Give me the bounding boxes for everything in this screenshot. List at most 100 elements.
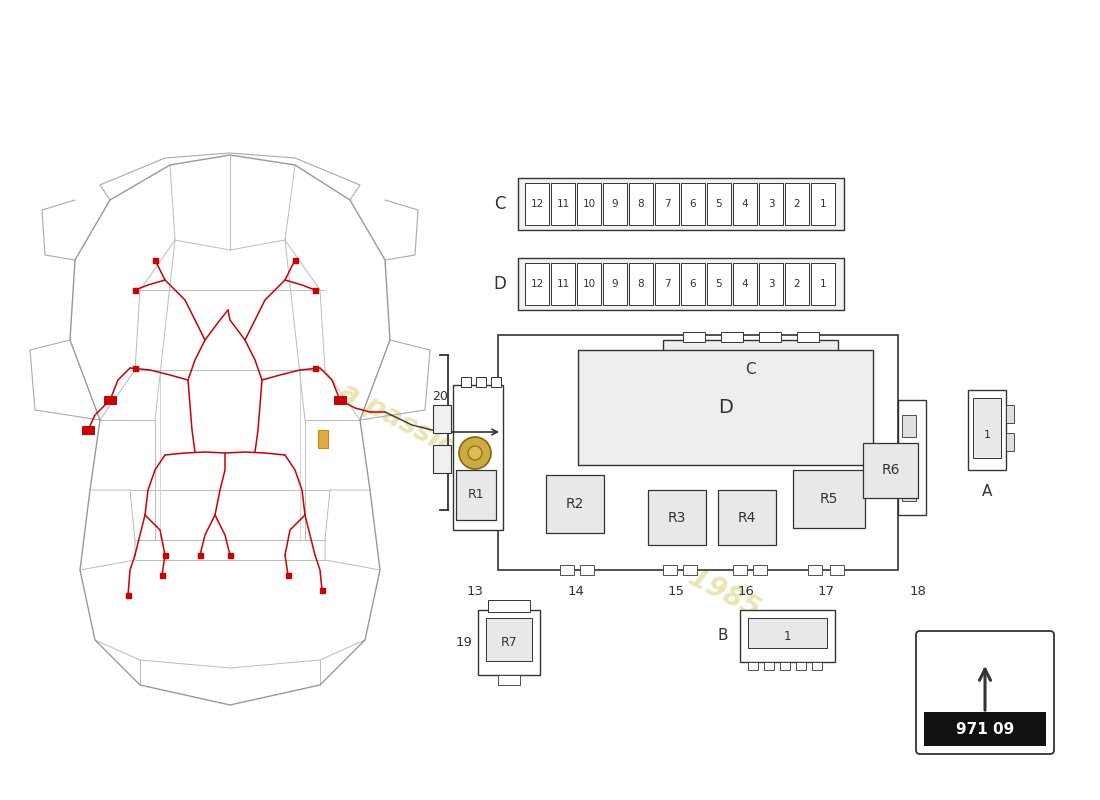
Bar [902,479,916,501]
Bar [518,178,844,230]
Bar [808,565,822,575]
Text: 19: 19 [455,636,472,649]
Bar [163,553,167,558]
Text: 3: 3 [768,199,774,209]
Bar [683,332,705,342]
Text: C: C [495,195,506,213]
Text: C: C [745,362,756,378]
Bar [132,366,138,370]
Text: 7: 7 [663,279,670,289]
Bar [681,263,705,305]
Text: 1: 1 [983,430,990,440]
Text: 9: 9 [612,199,618,209]
Bar [812,662,822,670]
Text: R1: R1 [468,489,484,502]
Bar [754,565,767,575]
Bar [518,258,844,310]
Bar [663,340,838,400]
Bar [125,593,131,598]
Bar [654,263,679,305]
Bar [560,565,574,575]
Text: 971 09: 971 09 [956,722,1014,737]
Text: 7: 7 [663,199,670,209]
Bar [488,600,530,612]
Bar [681,183,705,225]
Text: A: A [982,484,992,499]
Bar [902,415,916,437]
Bar [811,183,835,225]
Bar [578,183,601,225]
Text: 15: 15 [668,585,684,598]
Bar [974,398,1001,458]
Text: 10: 10 [582,199,595,209]
Bar [733,263,757,305]
Bar [578,263,601,305]
Text: 10: 10 [582,279,595,289]
Bar [498,675,520,685]
Bar [764,662,774,670]
Bar [748,618,827,648]
Bar [759,263,783,305]
Text: 18: 18 [910,585,926,598]
Bar [733,565,747,575]
Bar [319,587,324,593]
Bar [654,183,679,225]
Bar [759,332,781,342]
Text: 12: 12 [530,199,543,209]
Bar [334,396,346,404]
Text: 16: 16 [738,585,755,598]
Bar [796,662,806,670]
Bar [720,332,742,342]
Bar [160,573,165,578]
Bar [811,263,835,305]
Bar [603,263,627,305]
Bar [707,183,732,225]
Bar [491,377,501,387]
Bar [456,470,496,520]
FancyBboxPatch shape [916,631,1054,754]
Bar [486,618,532,661]
Bar [785,263,808,305]
Bar [228,553,232,558]
Text: 13: 13 [466,585,484,598]
Text: R7: R7 [500,636,517,649]
Bar [683,565,697,575]
Text: 1: 1 [820,199,826,209]
Text: B: B [717,629,728,643]
Bar [312,287,318,293]
Text: 8: 8 [638,279,645,289]
Circle shape [468,446,482,460]
Bar [1006,433,1014,451]
Text: 17: 17 [817,585,835,598]
Text: 6: 6 [690,279,696,289]
Bar [286,573,290,578]
Bar [748,662,758,670]
Text: 11: 11 [557,199,570,209]
Text: 4: 4 [741,279,748,289]
Bar [580,565,594,575]
Bar [476,377,486,387]
Text: 9: 9 [612,279,618,289]
Bar [453,385,503,530]
Bar [525,183,549,225]
Bar [603,183,627,225]
Text: a passion for parts since 1985: a passion for parts since 1985 [336,377,764,623]
Bar [551,263,575,305]
Text: D: D [718,398,733,417]
Bar [793,470,865,528]
Bar [759,183,783,225]
Text: D: D [493,275,506,293]
Text: 12: 12 [530,279,543,289]
Bar [924,712,1046,746]
Bar [707,263,732,305]
Text: 11: 11 [557,279,570,289]
Bar [864,443,918,498]
Bar [312,366,318,370]
Text: 8: 8 [638,199,645,209]
Text: R3: R3 [668,510,686,525]
Circle shape [459,437,491,469]
Text: 6: 6 [690,199,696,209]
Bar [898,400,926,515]
Bar [461,377,471,387]
Text: 5: 5 [716,279,723,289]
